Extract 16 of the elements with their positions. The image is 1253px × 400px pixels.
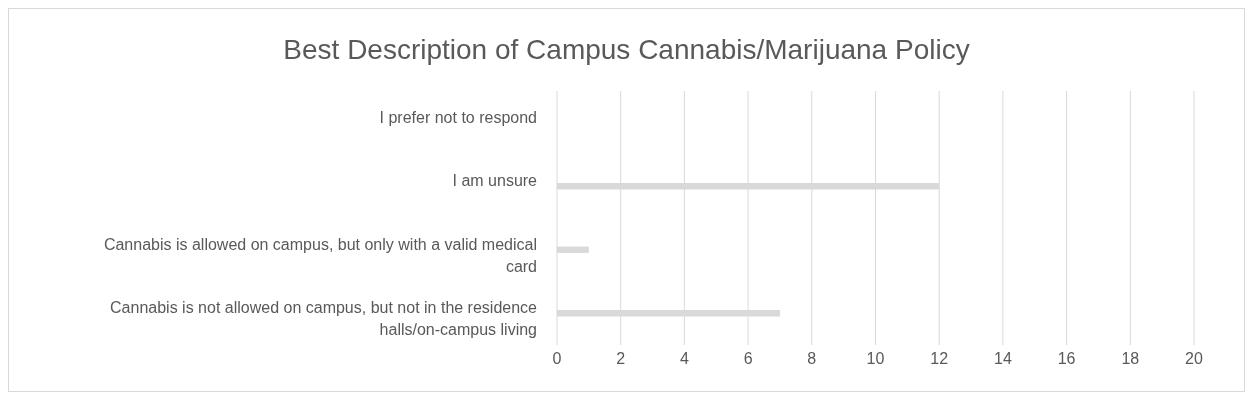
x-tick-label: 10	[866, 350, 885, 368]
chart-title: Best Description of Campus Cannabis/Marijuana Policy	[282, 33, 971, 67]
y-tick-label: I prefer not to respond	[379, 108, 537, 126]
x-tick-label: 12	[930, 350, 949, 368]
x-tick-label: 16	[1057, 350, 1076, 368]
x-tick-label: 20	[1185, 350, 1203, 368]
x-tick-label: 18	[1121, 350, 1140, 368]
x-tick-label: 8	[807, 350, 817, 368]
x-tick-label: 2	[616, 350, 626, 368]
y-tick-label: Cannabis is allowed on campus, but only with a valid medical card	[103, 235, 537, 275]
x-tick-label: 14	[994, 350, 1012, 368]
y-tick-label: Cannabis is not allowed on campus, but not in the residence halls/on-campus living	[110, 299, 538, 339]
x-tick-label: 0	[552, 350, 562, 368]
y-tick-label: I am unsure	[452, 172, 538, 190]
x-tick-label: 6	[743, 350, 753, 368]
x-tick-label: 4	[679, 350, 689, 368]
